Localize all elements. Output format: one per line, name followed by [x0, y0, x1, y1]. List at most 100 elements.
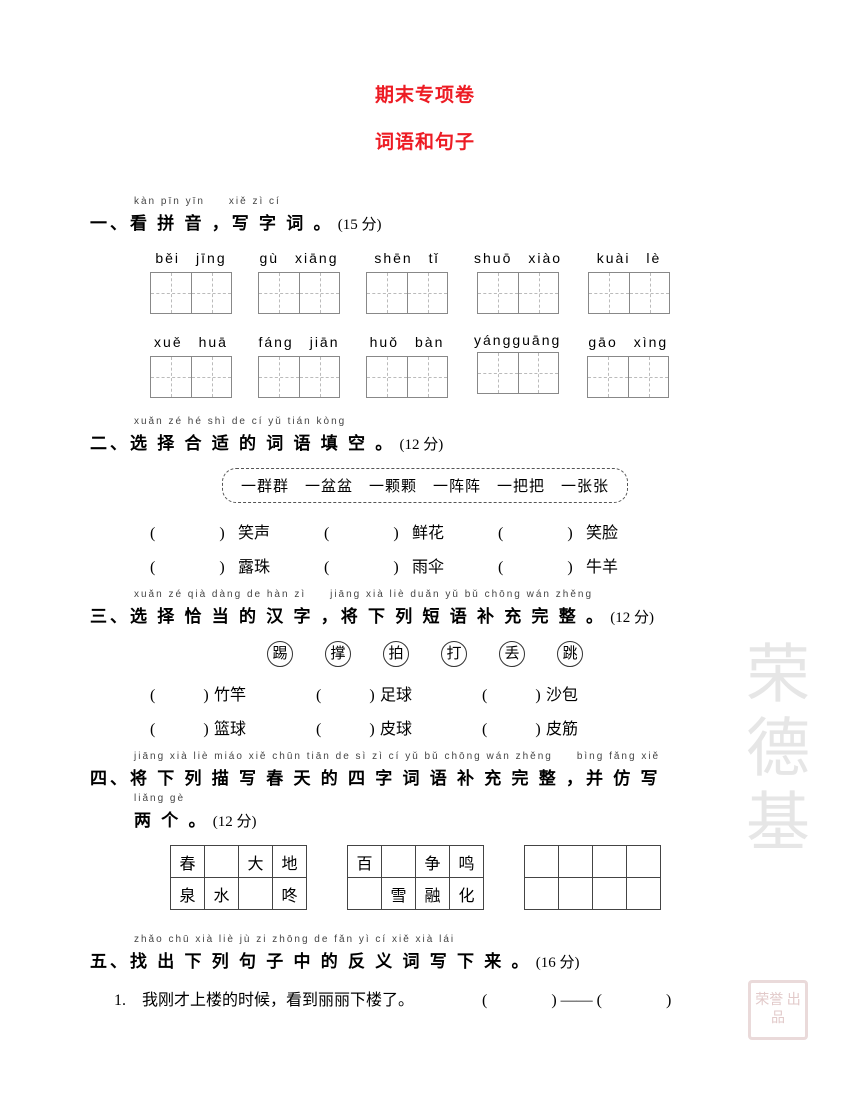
tian-zi-ge[interactable]	[258, 272, 340, 314]
fill-row: ( ) 竹竿 ( ) 足球 ( ) 沙包	[150, 679, 760, 713]
circle-char: 踢	[267, 641, 293, 667]
fill-row: ( ) 篮球 ( ) 皮球 ( ) 皮筋	[150, 713, 760, 747]
blank[interactable]: ( )	[150, 551, 234, 585]
tian-zi-ge[interactable]	[587, 356, 669, 398]
tian-zi-ge[interactable]	[150, 272, 232, 314]
word: 鲜花	[412, 517, 466, 551]
fill-row: ( ) 笑声 ( ) 鲜花 ( ) 笑脸	[150, 517, 760, 551]
tian-zi-ge[interactable]	[150, 356, 232, 398]
grid-cell[interactable]: 春	[171, 846, 205, 878]
blank[interactable]: ( )	[324, 517, 408, 551]
word: 笑声	[238, 517, 292, 551]
pinyin-box-group: xuě huā	[150, 332, 232, 398]
sec5-heading-text: 五、找 出 下 列 句 子 中 的 反 义 词 写 下 来 。	[90, 952, 532, 971]
grid-cell[interactable]: 地	[273, 846, 307, 878]
word: 皮筋	[546, 713, 600, 747]
grid-cell[interactable]	[525, 878, 559, 910]
circle-char: 打	[441, 641, 467, 667]
pinyin-label: huǒ bàn	[370, 332, 445, 352]
blank[interactable]: ( )	[316, 713, 376, 747]
grid-cell[interactable]	[382, 846, 416, 878]
tian-zi-ge[interactable]	[477, 272, 559, 314]
blank[interactable]: ( )	[150, 679, 210, 713]
blank[interactable]: ( )	[150, 713, 210, 747]
word: 皮球	[380, 713, 434, 747]
sec5-q1-tail: ( ) —— ( )	[482, 992, 671, 1009]
blank[interactable]: ( )	[324, 551, 408, 585]
grid-cell[interactable]: 大	[239, 846, 273, 878]
tian-zi-ge[interactable]	[258, 356, 340, 398]
sec4-grids: 春 大地泉水 咚 百 争鸣雪融化	[170, 845, 760, 910]
sec2-pinyin: xuǎn zé hé shì de cí yǔ tián kòng	[134, 416, 760, 427]
sec5-heading: 五、找 出 下 列 句 子 中 的 反 义 词 写 下 来 。 (16 分)	[90, 947, 760, 972]
blank[interactable]: ( )	[150, 517, 234, 551]
blank[interactable]: ( )	[498, 551, 582, 585]
grid-cell[interactable]: 雪	[382, 878, 416, 910]
grid-cell[interactable]	[559, 878, 593, 910]
sec4-pinyin2: liǎng gè	[134, 793, 760, 804]
blank[interactable]: ( )	[482, 679, 542, 713]
sec2-heading-text: 二、选 择 合 适 的 词 语 填 空 。	[90, 434, 395, 453]
sec1-heading: 一、看 拼 音 ，写 字 词 。 (15 分)	[90, 209, 760, 234]
pinyin-box-group: huǒ bàn	[366, 332, 448, 398]
circle-char: 跳	[557, 641, 583, 667]
tian-zi-ge[interactable]	[366, 272, 448, 314]
grid-cell[interactable]	[348, 878, 382, 910]
grid-cell[interactable]	[593, 846, 627, 878]
tian-zi-ge[interactable]	[477, 352, 559, 394]
blank[interactable]: ( )	[482, 713, 542, 747]
grid-cell[interactable]: 泉	[171, 878, 205, 910]
sec5-pinyin: zhǎo chū xià liè jù zi zhōng de fǎn yì c…	[134, 934, 760, 945]
pinyin-label: gāo xìng	[588, 332, 668, 352]
sec4-heading1-text: 四、将 下 列 描 写 春 天 的 四 字 词 语 补 充 完 整 ，并 仿 写	[90, 769, 661, 788]
sec3-pinyin: xuǎn zé qià dàng de hàn zì jiāng xià liè…	[134, 585, 760, 600]
tian-zi-ge[interactable]	[588, 272, 670, 314]
blank[interactable]: ( )	[498, 517, 582, 551]
word: 笑脸	[586, 517, 640, 551]
sec2-options: 一群群 一盆盆 一颗颗 一阵阵 一把把 一张张	[222, 468, 628, 503]
pinyin-box-group: kuài lè	[588, 248, 670, 314]
grid-cell[interactable]: 融	[416, 878, 450, 910]
grid-cell[interactable]: 百	[348, 846, 382, 878]
four-char-grid[interactable]	[524, 845, 661, 910]
sec1-points: (15 分)	[338, 217, 382, 233]
sec4-heading2-text: 两 个 。	[134, 811, 209, 830]
grid-cell[interactable]	[627, 846, 661, 878]
word: 足球	[380, 679, 434, 713]
sec2-heading: 二、选 择 合 适 的 词 语 填 空 。 (12 分)	[90, 429, 760, 454]
grid-cell[interactable]: 水	[205, 878, 239, 910]
grid-cell[interactable]: 化	[450, 878, 484, 910]
sec1-heading-text: 一、看 拼 音 ，写 字 词 。	[90, 214, 334, 233]
grid-cell[interactable]	[239, 878, 273, 910]
page-title: 期末专项卷	[90, 80, 760, 107]
pinyin-box-group: běi jīng	[150, 248, 232, 314]
grid-cell[interactable]	[205, 846, 239, 878]
grid-cell[interactable]: 争	[416, 846, 450, 878]
grid-cell[interactable]	[525, 846, 559, 878]
tian-zi-ge[interactable]	[366, 356, 448, 398]
blank[interactable]: ( )	[316, 679, 376, 713]
grid-cell[interactable]	[559, 846, 593, 878]
circle-char: 拍	[383, 641, 409, 667]
grid-cell[interactable]	[593, 878, 627, 910]
pinyin-box-group: gù xiāng	[258, 248, 340, 314]
sec4-points: (12 分)	[213, 814, 257, 830]
page-subtitle: 词语和句子	[90, 127, 760, 154]
circle-char: 撑	[325, 641, 351, 667]
grid-cell[interactable]	[627, 878, 661, 910]
sec2-points: (12 分)	[400, 437, 444, 453]
pinyin-label: kuài lè	[597, 248, 662, 268]
fill-row: ( ) 露珠 ( ) 雨伞 ( ) 牛羊	[150, 551, 760, 585]
sec4-heading1: 四、将 下 列 描 写 春 天 的 四 字 词 语 补 充 完 整 ，并 仿 写	[90, 764, 760, 789]
four-char-grid[interactable]: 百 争鸣雪融化	[347, 845, 484, 910]
grid-cell[interactable]: 咚	[273, 878, 307, 910]
sec3-points: (12 分)	[610, 610, 654, 626]
pinyin-label: shuō xiào	[474, 248, 562, 268]
pinyin-label: gù xiāng	[259, 248, 338, 268]
grid-cell[interactable]: 鸣	[450, 846, 484, 878]
word: 露珠	[238, 551, 292, 585]
four-char-grid[interactable]: 春 大地泉水 咚	[170, 845, 307, 910]
sec5-q1: 1. 我刚才上楼的时候，看到丽丽下楼了。 ( ) —— ( )	[114, 986, 760, 1010]
pinyin-label: shēn tǐ	[374, 248, 439, 268]
pinyin-box-group: gāo xìng	[587, 332, 669, 398]
